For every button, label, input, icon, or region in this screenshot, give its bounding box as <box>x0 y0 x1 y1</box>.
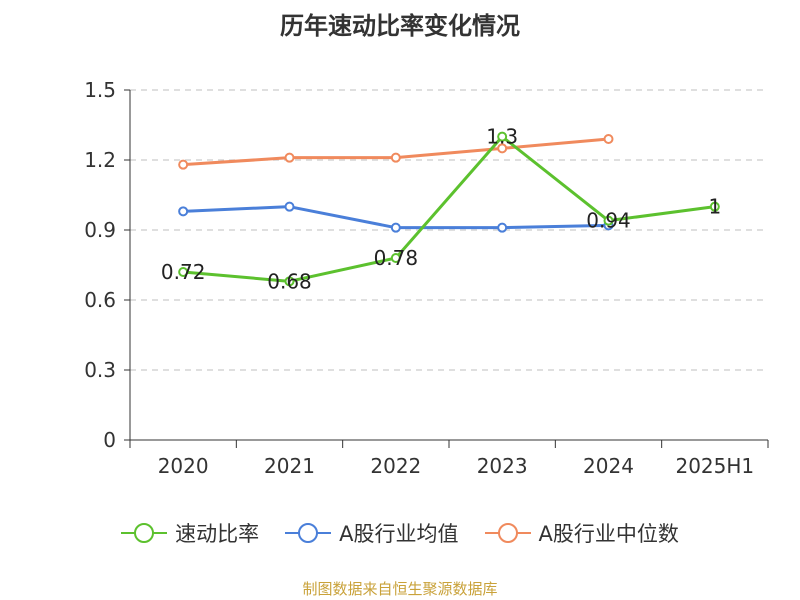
data-point <box>390 152 401 163</box>
legend-line-icon <box>285 523 332 543</box>
data-point <box>284 276 295 287</box>
legend-line-icon <box>484 523 531 543</box>
data-point <box>178 267 189 277</box>
legend-label: A股行业中位数 <box>538 522 679 546</box>
x-tick-label: 2025H1 <box>675 454 754 478</box>
x-tick-label: 2023 <box>477 454 528 478</box>
legend-item-industry-average[interactable]: A股行业均值 <box>285 518 459 548</box>
data-point <box>603 215 614 226</box>
chart-title: 历年速动比率变化情况 <box>280 12 520 40</box>
data-label: 0.72 <box>161 260 206 284</box>
legend: 速动比率 A股行业均值 A股行业中位数 <box>0 518 800 548</box>
x-tick-label: 2022 <box>370 454 421 478</box>
x-tick-label: 2020 <box>158 454 209 478</box>
y-tick-label: 0.3 <box>84 358 116 382</box>
data-point <box>709 201 720 212</box>
legend-item-quick-ratio[interactable]: 速动比率 <box>121 518 259 548</box>
legend-label: 速动比率 <box>175 522 260 546</box>
y-tick-label: 0 <box>103 428 116 452</box>
series-layer <box>178 131 720 287</box>
y-tick-label: 0.9 <box>84 218 116 242</box>
data-point <box>178 159 189 170</box>
data-point <box>284 201 295 212</box>
label-layer: 0.72 0.68 0.78 1.3 0.94 1 <box>161 125 721 294</box>
y-tick-label: 0.6 <box>84 288 116 312</box>
data-point <box>284 152 295 163</box>
data-label: 0.68 <box>267 269 312 293</box>
data-point <box>497 131 508 142</box>
x-tick-label: 2021 <box>264 454 315 478</box>
data-point <box>178 206 189 217</box>
legend-line-icon <box>121 523 168 543</box>
y-tick-label: 1.5 <box>84 78 116 102</box>
legend-label: A股行业均值 <box>339 522 459 546</box>
data-label: 0.78 <box>374 246 419 270</box>
series-line-0 <box>183 135 716 283</box>
legend-item-industry-median[interactable]: A股行业中位数 <box>484 518 679 548</box>
data-point <box>497 143 508 154</box>
data-label: 0.94 <box>586 209 631 233</box>
data-label: 1 <box>708 195 721 219</box>
data-point <box>390 222 401 233</box>
y-tick-label: 1.2 <box>84 148 116 172</box>
data-point <box>390 253 401 263</box>
data-label: 1.3 <box>486 125 518 149</box>
axis-layer: 0 0.3 0.6 0.9 1.2 1.5 2020 2021 2022 2023 2024 2025… <box>84 78 769 478</box>
grid-layer <box>130 89 768 371</box>
data-point <box>497 222 508 233</box>
x-tick-label: 2024 <box>583 454 634 478</box>
data-point <box>603 134 614 144</box>
source-note: 制图数据来自恒生聚源数据库 <box>302 580 498 598</box>
